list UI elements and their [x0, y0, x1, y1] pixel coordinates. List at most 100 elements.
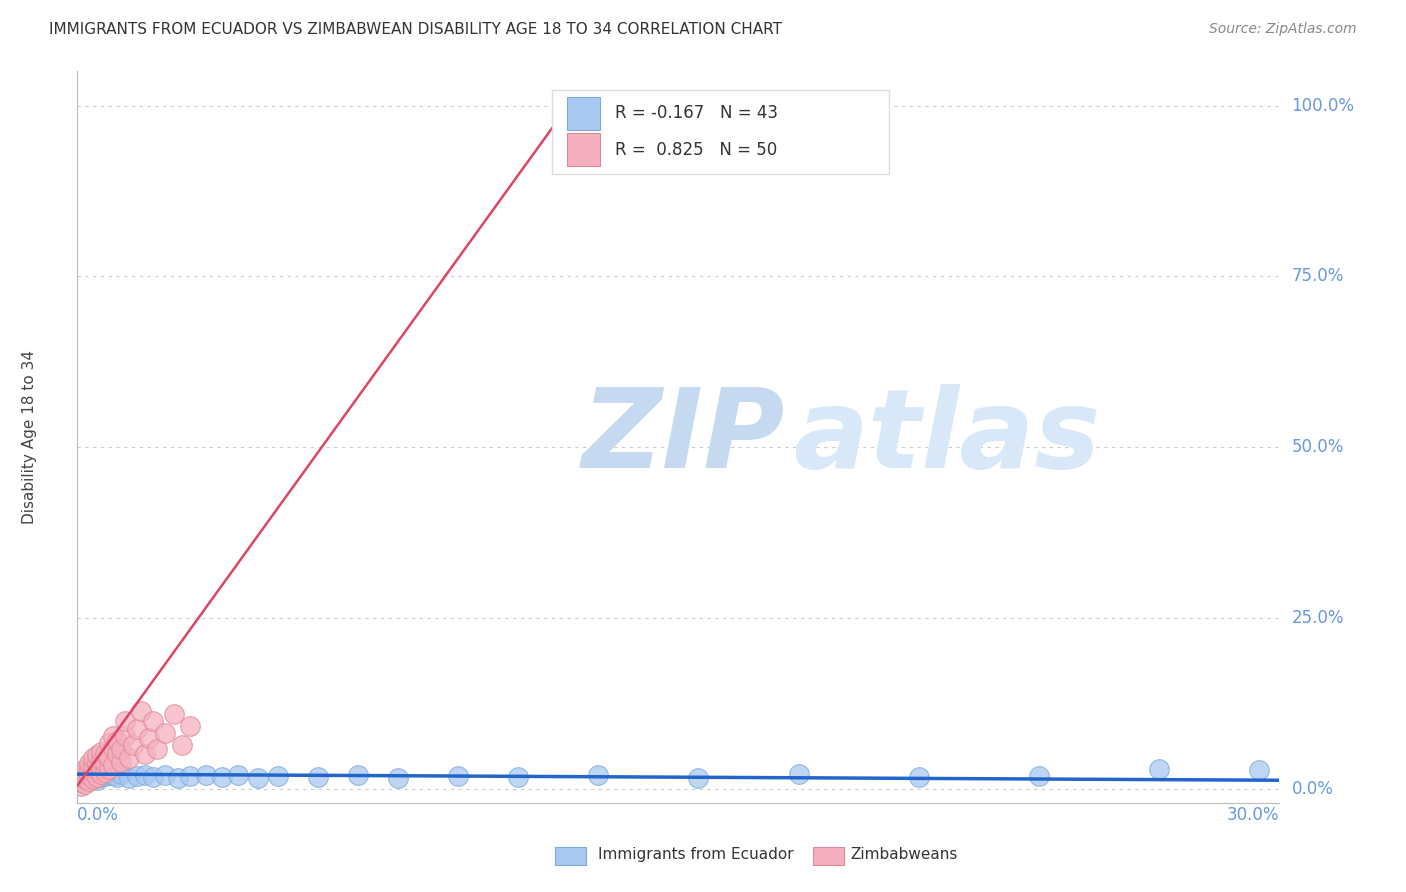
Point — [75, 767, 97, 781]
Bar — [567, 133, 600, 166]
Text: IMMIGRANTS FROM ECUADOR VS ZIMBABWEAN DISABILITY AGE 18 TO 34 CORRELATION CHART: IMMIGRANTS FROM ECUADOR VS ZIMBABWEAN DI… — [49, 22, 782, 37]
Text: Immigrants from Ecuador: Immigrants from Ecuador — [598, 847, 793, 862]
Text: Disability Age 18 to 34: Disability Age 18 to 34 — [21, 350, 37, 524]
Point — [347, 768, 370, 782]
Point — [75, 767, 97, 781]
Point — [103, 758, 125, 772]
Point — [86, 768, 108, 782]
Point — [1149, 762, 1171, 776]
Point — [75, 765, 97, 780]
Point — [110, 742, 132, 756]
Point — [307, 770, 329, 784]
Point — [166, 771, 188, 785]
Point — [142, 714, 165, 728]
Text: ZIP: ZIP — [582, 384, 786, 491]
Point — [267, 769, 290, 783]
Point — [134, 768, 156, 782]
Point — [107, 770, 129, 784]
Point — [211, 770, 233, 784]
Point — [194, 768, 217, 782]
Text: atlas: atlas — [793, 384, 1099, 491]
Point — [79, 768, 101, 782]
Point — [75, 771, 97, 785]
Point — [86, 770, 108, 784]
Point — [138, 731, 160, 745]
Point — [155, 726, 177, 740]
Point — [82, 766, 104, 780]
Point — [134, 747, 156, 761]
Point — [75, 772, 97, 786]
Point — [103, 768, 125, 782]
Text: 0.0%: 0.0% — [77, 805, 120, 823]
Point — [90, 760, 112, 774]
Point — [114, 714, 136, 728]
Point — [82, 758, 104, 772]
Point — [82, 771, 104, 785]
Point — [1028, 769, 1050, 783]
Point — [90, 767, 112, 781]
Bar — [567, 96, 600, 129]
Point — [79, 773, 101, 788]
Point — [122, 738, 145, 752]
Point — [70, 775, 93, 789]
Point — [107, 747, 129, 761]
Point — [118, 751, 141, 765]
Point — [387, 771, 409, 785]
Point — [170, 738, 193, 752]
Point — [75, 762, 97, 776]
Point — [1249, 763, 1271, 777]
Point — [155, 768, 177, 782]
Point — [131, 704, 153, 718]
Point — [103, 741, 125, 756]
Text: Zimbabweans: Zimbabweans — [851, 847, 957, 862]
Text: 30.0%: 30.0% — [1227, 805, 1279, 823]
Point — [70, 768, 93, 782]
Point — [127, 722, 149, 736]
Point — [107, 734, 129, 748]
Point — [79, 763, 101, 777]
Point — [162, 706, 184, 721]
Point — [94, 747, 117, 761]
Point — [94, 769, 117, 783]
Point — [90, 770, 112, 784]
Point — [787, 767, 810, 781]
Point — [82, 765, 104, 780]
Point — [226, 768, 249, 782]
Text: 75.0%: 75.0% — [1292, 268, 1344, 285]
Point — [75, 777, 97, 791]
Point — [98, 768, 121, 782]
Point — [118, 771, 141, 785]
Point — [90, 753, 112, 767]
Point — [508, 770, 530, 784]
Point — [82, 772, 104, 786]
Point — [447, 769, 470, 783]
Point — [70, 779, 93, 793]
Point — [90, 745, 112, 759]
Point — [179, 769, 201, 783]
Text: 50.0%: 50.0% — [1292, 438, 1344, 457]
Point — [908, 770, 931, 784]
Point — [70, 770, 93, 784]
Point — [94, 765, 117, 780]
Point — [98, 736, 121, 750]
Point — [688, 771, 710, 785]
Text: R =  0.825   N = 50: R = 0.825 N = 50 — [614, 141, 778, 159]
Point — [103, 729, 125, 743]
Point — [146, 742, 169, 756]
Point — [70, 770, 93, 784]
Point — [588, 768, 610, 782]
Point — [79, 768, 101, 782]
Point — [94, 756, 117, 771]
Point — [79, 769, 101, 783]
Point — [114, 729, 136, 743]
Point — [86, 772, 108, 787]
Point — [98, 762, 121, 776]
FancyBboxPatch shape — [553, 90, 889, 174]
Point — [86, 756, 108, 771]
Text: 0.0%: 0.0% — [1292, 780, 1333, 798]
Point — [246, 771, 269, 785]
Point — [82, 751, 104, 765]
Point — [79, 772, 101, 786]
Text: 100.0%: 100.0% — [1292, 96, 1354, 114]
Point — [110, 755, 132, 769]
